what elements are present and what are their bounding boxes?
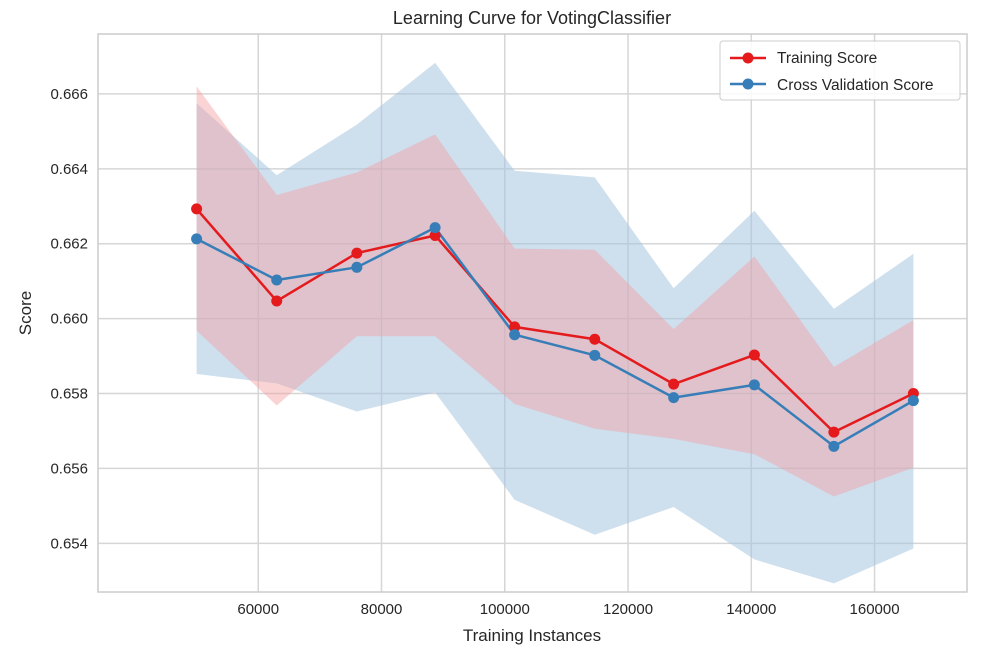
- data-point-training: [509, 321, 521, 333]
- x-tick-label: 160000: [850, 601, 900, 618]
- data-point-training: [668, 378, 680, 390]
- y-tick-label: 0.660: [50, 311, 88, 328]
- data-point-training: [351, 247, 363, 259]
- data-point-cross-validation: [589, 349, 601, 361]
- confidence-band-training: [196, 86, 914, 497]
- legend-box: [719, 40, 961, 101]
- x-tick-label: 80000: [361, 601, 403, 618]
- data-point-cross-validation: [748, 379, 760, 391]
- confidence-band-cross-validation: [196, 62, 914, 584]
- x-axis-label: Training Instances: [463, 626, 601, 645]
- data-point-cross-validation: [509, 329, 521, 341]
- data-point-cross-validation: [907, 395, 919, 407]
- y-axis-label: Score: [16, 291, 35, 335]
- data-point-training: [589, 333, 601, 345]
- data-point-training: [191, 203, 203, 215]
- y-tick-label: 0.666: [50, 86, 88, 103]
- x-tick-label: 60000: [237, 601, 279, 618]
- legend-marker-cross-validation: [742, 78, 754, 90]
- x-tick-label: 140000: [726, 601, 776, 618]
- data-point-cross-validation: [351, 261, 363, 273]
- legend-label-cross-validation: Cross Validation Score: [777, 77, 934, 94]
- confidence-bands: [196, 62, 914, 584]
- series-line-training: [195, 208, 914, 434]
- data-point-training: [828, 426, 840, 438]
- data-point-training: [429, 229, 441, 241]
- y-tick-label: 0.658: [50, 386, 88, 403]
- series-line-cross-validation: [196, 226, 915, 448]
- series-markers: [191, 203, 919, 452]
- legend-label-training: Training Score: [777, 50, 877, 67]
- data-point-cross-validation: [429, 222, 441, 234]
- series-lines: [195, 208, 915, 448]
- x-tick-label: 100000: [480, 601, 530, 618]
- data-point-cross-validation: [271, 274, 283, 286]
- plot-frame: [97, 33, 968, 593]
- data-point-cross-validation: [828, 440, 840, 452]
- data-point-cross-validation: [191, 233, 203, 245]
- y-tick-label: 0.664: [50, 161, 88, 178]
- legend: Training Score Cross Validation Score: [719, 40, 961, 101]
- y-tick-label: 0.656: [50, 460, 88, 477]
- tick-labels: 60000 80000 100000 120000 140000 160000 0.654 0…: [50, 86, 899, 618]
- data-point-training: [271, 295, 283, 307]
- data-point-cross-validation: [668, 392, 680, 404]
- y-tick-label: 0.662: [50, 236, 88, 253]
- legend-marker-training: [742, 52, 754, 64]
- y-tick-label: 0.654: [50, 535, 88, 552]
- chart-title: Learning Curve for VotingClassifier: [393, 8, 671, 28]
- x-tick-label: 120000: [603, 601, 653, 618]
- data-point-training: [748, 349, 760, 361]
